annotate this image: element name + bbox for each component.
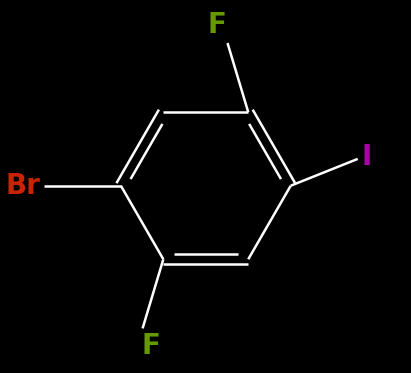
Text: F: F xyxy=(141,332,160,360)
Text: I: I xyxy=(362,143,372,171)
Text: F: F xyxy=(208,11,226,39)
Text: Br: Br xyxy=(5,172,40,200)
